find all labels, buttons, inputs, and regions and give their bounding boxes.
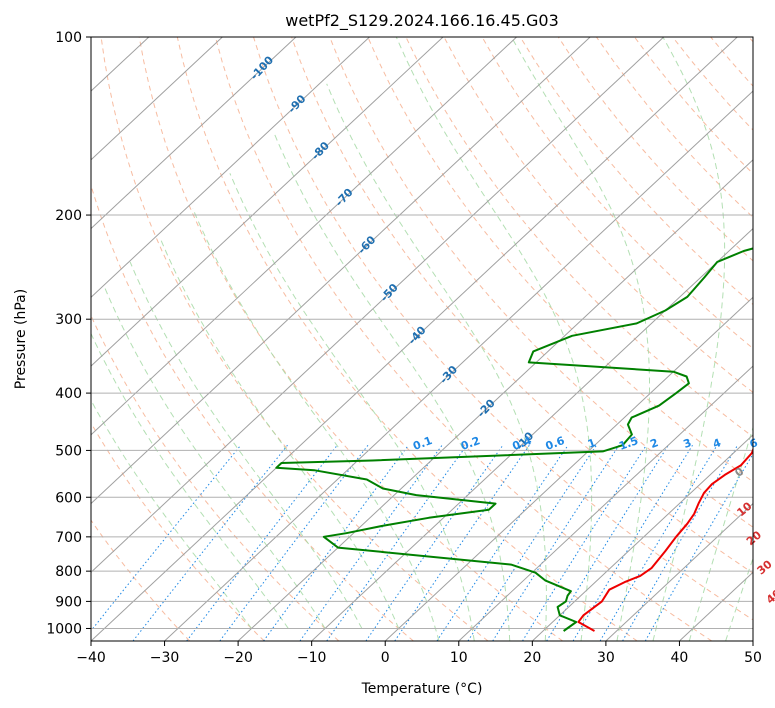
- x-tick-label: 50: [744, 650, 762, 666]
- x-tick-label: −40: [76, 650, 106, 666]
- chart-title: wetPf2_S129.2024.166.16.45.G03: [285, 11, 559, 31]
- mixing-ratio-label: 3: [682, 436, 694, 451]
- x-tick-label: 0: [381, 650, 390, 666]
- x-tick-label: 40: [671, 650, 689, 666]
- moist-adiabat: [652, 37, 726, 641]
- y-tick-label: 900: [55, 594, 82, 610]
- y-tick-label: 400: [55, 386, 82, 402]
- y-tick-label: 500: [55, 443, 82, 459]
- mixing-ratio-line: [572, 444, 693, 641]
- temperature-profile-line: [577, 447, 753, 632]
- dry-adiabat: [176, 37, 638, 641]
- y-tick-label: 1000: [46, 621, 82, 637]
- isotherm-line: [605, 502, 753, 641]
- isotherm-line: [91, 37, 665, 573]
- mixing-ratio-label: 2: [649, 436, 661, 451]
- mixing-ratio-line: [365, 444, 504, 641]
- x-tick-label: 30: [597, 650, 615, 666]
- isotherm-line: [91, 37, 738, 641]
- y-tick-label: 600: [55, 490, 82, 506]
- mixing-ratio-line: [219, 444, 369, 641]
- dry-adiabat: [291, 37, 753, 574]
- dry-adiabat: [367, 37, 753, 483]
- moist-adiabat: [129, 261, 363, 629]
- y-tick-label: 300: [55, 312, 82, 328]
- dry-adiabat: [481, 37, 753, 350]
- isotherm-line: [531, 434, 753, 641]
- isotherm-line: [311, 227, 753, 641]
- x-tick-label: −20: [223, 650, 253, 666]
- isotherm-line: [384, 296, 753, 641]
- mixing-ratio-line: [436, 444, 569, 641]
- background-line-layer: [91, 37, 753, 641]
- mixing-ratio-line: [467, 444, 597, 641]
- isotherm-line: [91, 37, 297, 230]
- isotherm-line: [458, 365, 753, 641]
- dry-adiabat: [91, 422, 265, 641]
- moist-adiabat: [160, 239, 400, 629]
- y-axis-title: Pressure (hPa): [13, 289, 29, 389]
- mixing-ratio-label: 1: [586, 436, 598, 451]
- moist-adiabat: [326, 83, 547, 641]
- dry-adiabat: [519, 37, 753, 306]
- dry-adiabat: [138, 37, 563, 641]
- isotherm-line: [237, 159, 753, 641]
- dry-adiabat: [91, 519, 191, 641]
- mixing-ratio-label: 4: [711, 436, 723, 451]
- mixing-ratio-label: 6: [748, 436, 760, 451]
- x-axis-title: Temperature (°C): [361, 681, 483, 697]
- moist-adiabat: [91, 332, 289, 629]
- x-axis: −40 −30 −20 −10 0 10 20 30 40 50: [76, 641, 762, 666]
- mixing-ratio-label: 0.6: [544, 434, 567, 453]
- plot-frame: [90, 36, 754, 642]
- dry-adiabat: [100, 37, 489, 641]
- mixing-ratio-line: [186, 444, 338, 641]
- mixing-ratio-label: 0.1: [411, 434, 434, 453]
- x-tick-label: −10: [297, 650, 327, 666]
- y-tick-label: 700: [55, 530, 82, 546]
- dry-adiabat: [253, 37, 753, 621]
- mixing-ratio-line: [522, 444, 647, 641]
- mixing-ratio-label: 0.4: [511, 434, 534, 453]
- moist-adiabat: [688, 425, 753, 641]
- isotherm-line: [91, 37, 517, 436]
- x-tick-label: 10: [450, 650, 468, 666]
- x-tick-label: 20: [523, 650, 541, 666]
- y-tick-label: 100: [55, 30, 82, 46]
- moist-adiabat: [725, 557, 753, 641]
- mixing-ratio-line: [599, 444, 718, 641]
- moist-adiabat: [104, 287, 326, 629]
- dewpoint-profile-line: [275, 247, 753, 632]
- y-tick-label: 800: [55, 564, 82, 580]
- wet-bulb-theta-label: 40: [764, 587, 775, 607]
- mixing-ratio-line: [326, 444, 468, 641]
- y-axis: 1000 900 800 700 600 500 400 300 200 100: [46, 30, 91, 637]
- series-layer: [275, 247, 753, 632]
- mixing-ratio-line: [299, 444, 443, 641]
- isotherm-line: [91, 37, 223, 161]
- mixing-ratio-line: [546, 444, 669, 641]
- mixing-ratio-line: [132, 444, 288, 641]
- mixing-ratio-label: 0.2: [459, 434, 482, 453]
- moist-adiabat: [395, 37, 593, 641]
- isotherm-line: [164, 90, 753, 641]
- isotherm-line: [91, 37, 444, 367]
- y-tick-label: 200: [55, 208, 82, 224]
- mixing-ratio-line: [492, 444, 620, 641]
- mixing-ratio-label: 1.5: [617, 434, 640, 453]
- isotherm-line: [91, 37, 370, 298]
- isotherm-line: [91, 37, 591, 505]
- x-tick-label: −30: [150, 650, 180, 666]
- moist-adiabat: [91, 399, 252, 629]
